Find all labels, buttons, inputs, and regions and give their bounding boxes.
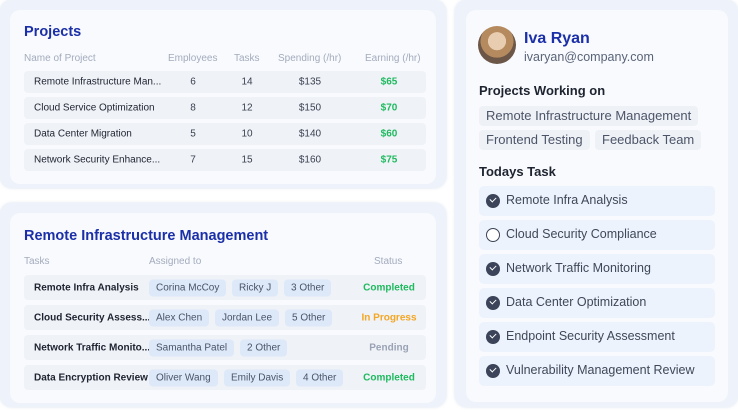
profile-email: ivaryan@company.com [524, 50, 654, 64]
projects-working-label: Projects Working on [479, 83, 606, 98]
assignee-chip[interactable]: Oliver Wang [149, 369, 218, 386]
header-status: Status [374, 256, 403, 267]
employees-cell: 7 [190, 154, 196, 166]
task-name: Network Traffic Monito... [34, 342, 151, 353]
assignee-chip[interactable]: 5 Other [285, 309, 333, 326]
assignee-chip[interactable]: Corina McCoy [149, 279, 227, 296]
project-chip[interactable]: Frontend Testing [479, 130, 590, 150]
spending-cell: $150 [298, 102, 322, 114]
task-name: Data Encryption Review [34, 372, 148, 383]
task-item[interactable]: Endpoint Security Assessment [479, 322, 715, 352]
check-circle-icon[interactable] [486, 364, 500, 378]
assignee-chip[interactable]: 3 Other [284, 279, 332, 296]
todays-task-label: Todays Task [479, 164, 556, 179]
task-item[interactable]: Network Traffic Monitoring [479, 254, 715, 284]
task-item[interactable]: Data Center Optimization [479, 288, 715, 318]
status-badge: Completed [363, 372, 415, 383]
task-item[interactable]: Cloud Security Compliance [479, 220, 715, 250]
task-label: Endpoint Security Assessment [506, 329, 675, 343]
earning-cell: $75 [380, 154, 398, 166]
employees-cell: 8 [190, 102, 196, 114]
tasks-cell: 12 [241, 102, 253, 114]
header-spending: Spending (/hr) [278, 53, 342, 64]
assignee-chip[interactable]: 4 Other [296, 369, 344, 386]
task-label: Remote Infra Analysis [506, 193, 628, 207]
project-chip[interactable]: Remote Infrastructure Management [479, 106, 699, 126]
tasks-cell: 15 [241, 154, 253, 166]
tasks-cell: 10 [241, 128, 253, 140]
table-row[interactable]: Cloud Service Optimization 8 12 $150 $70 [24, 97, 426, 119]
detail-card: Remote Infrastructure Management Tasks A… [10, 213, 436, 403]
projects-title: Projects [24, 24, 82, 40]
task-label: Cloud Security Compliance [506, 227, 657, 241]
empty-circle-icon[interactable] [486, 228, 500, 242]
project-name: Cloud Service Optimization [34, 102, 155, 114]
assignee-chip[interactable]: Jordan Lee [215, 309, 280, 326]
task-item[interactable]: Vulnerability Management Review [479, 356, 715, 386]
project-name: Data Center Migration [34, 128, 132, 140]
earning-cell: $65 [380, 76, 398, 88]
spending-cell: $135 [298, 76, 322, 88]
check-circle-icon[interactable] [486, 296, 500, 310]
earning-cell: $60 [380, 128, 398, 140]
assignee-chip[interactable]: Alex Chen [149, 309, 210, 326]
header-tasks: Tasks [24, 256, 50, 267]
table-row[interactable]: Remote Infra Analysis Corina McCoy Ricky J… [24, 275, 426, 300]
task-name: Remote Infra Analysis [34, 282, 139, 293]
earning-cell: $70 [380, 102, 398, 114]
task-label: Data Center Optimization [506, 295, 647, 309]
avatar [478, 26, 516, 64]
header-employees: Employees [168, 53, 218, 64]
tasks-cell: 14 [241, 76, 253, 88]
profile-card: Iva Ryan ivaryan@company.com Projects Wo… [466, 10, 728, 402]
detail-title: Remote Infrastructure Management [24, 228, 269, 244]
check-circle-icon[interactable] [486, 262, 500, 276]
table-row[interactable]: Network Security Enhance... 7 15 $160 $75 [24, 149, 426, 171]
task-name: Cloud Security Assess... [34, 312, 151, 323]
employees-cell: 5 [190, 128, 196, 140]
task-item[interactable]: Remote Infra Analysis [479, 186, 715, 216]
assignee-chip[interactable]: Emily Davis [224, 369, 291, 386]
projects-card: Projects Name of Project Employees Tasks… [10, 10, 436, 184]
spending-cell: $160 [298, 154, 322, 166]
table-row[interactable]: Cloud Security Assess... Alex Chen Jordan … [24, 305, 426, 330]
table-row[interactable]: Network Traffic Monito... Samantha Patel 2… [24, 335, 426, 360]
check-circle-icon[interactable] [486, 330, 500, 344]
header-assigned: Assigned to [149, 256, 202, 267]
profile-name: Iva Ryan [524, 30, 590, 47]
project-name: Remote Infrastructure Man... [34, 76, 162, 88]
status-badge: In Progress [361, 312, 417, 323]
assignee-chip[interactable]: Ricky J [232, 279, 279, 296]
spending-cell: $140 [298, 128, 322, 140]
task-label: Vulnerability Management Review [506, 363, 695, 377]
task-label: Network Traffic Monitoring [506, 261, 651, 275]
table-row[interactable]: Data Encryption Review Oliver Wang Emily D… [24, 365, 426, 390]
header-tasks: Tasks [234, 53, 260, 64]
table-row[interactable]: Data Center Migration 5 10 $140 $60 [24, 123, 426, 145]
project-name: Network Security Enhance... [34, 154, 161, 166]
project-chip[interactable]: Feedback Team [595, 130, 702, 150]
status-badge: Pending [369, 342, 409, 353]
table-row[interactable]: Remote Infrastructure Man... 6 14 $135 $65 [24, 71, 426, 93]
employees-cell: 6 [190, 76, 196, 88]
header-earning: Earning (/hr) [365, 53, 421, 64]
assignee-chip[interactable]: 2 Other [240, 339, 288, 356]
check-circle-icon[interactable] [486, 194, 500, 208]
assignee-chip[interactable]: Samantha Patel [149, 339, 235, 356]
status-badge: Completed [363, 282, 415, 293]
header-name: Name of Project [24, 53, 96, 64]
